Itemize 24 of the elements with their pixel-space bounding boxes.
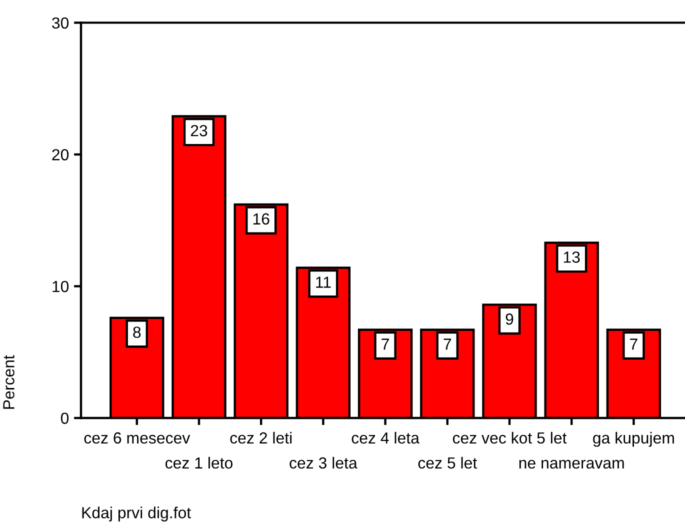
data-label: 7 bbox=[630, 338, 638, 350]
x-tick-label: cez 6 mesecev bbox=[84, 432, 190, 444]
y-tick-label: 10 bbox=[52, 280, 69, 292]
y-tick-label: 0 bbox=[60, 412, 69, 424]
x-tick-label: cez 2 leti bbox=[230, 432, 292, 444]
x-tick-label: cez 3 leta bbox=[290, 456, 358, 469]
data-label: 8 bbox=[133, 326, 141, 338]
data-label: 11 bbox=[316, 276, 331, 288]
x-tick-label: ga kupujem bbox=[593, 432, 674, 447]
y-tick-label: 30 bbox=[52, 17, 69, 29]
x-tick-label: ne nameravam bbox=[519, 460, 624, 469]
y-tick-label: 20 bbox=[52, 149, 69, 160]
data-label: 23 bbox=[190, 125, 208, 136]
x-tick-label: cez 4 leta bbox=[352, 432, 420, 444]
y-axis-title: Percent bbox=[3, 355, 14, 409]
x-axis-title: Kdaj prvi dig.fot bbox=[82, 506, 191, 522]
x-tick-label: cez 5 let bbox=[418, 456, 478, 469]
data-label: 7 bbox=[444, 338, 452, 350]
data-label: 13 bbox=[564, 252, 580, 263]
data-label: 7 bbox=[382, 338, 389, 350]
x-tick-label: cez 1 leto bbox=[165, 456, 233, 469]
x-tick-label: cez vec kot 5 let bbox=[452, 432, 567, 444]
data-label: 16 bbox=[253, 213, 270, 225]
data-label: 9 bbox=[506, 313, 514, 325]
